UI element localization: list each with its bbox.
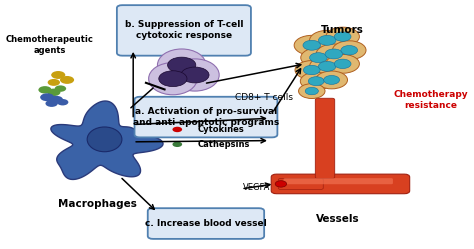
- Circle shape: [159, 71, 187, 87]
- Circle shape: [303, 40, 320, 50]
- FancyBboxPatch shape: [148, 208, 264, 239]
- Text: Tumors: Tumors: [321, 25, 364, 35]
- Text: CD8+ T cells: CD8+ T cells: [235, 93, 292, 102]
- Text: Vessels: Vessels: [317, 214, 360, 224]
- FancyBboxPatch shape: [135, 97, 277, 137]
- Circle shape: [48, 79, 60, 86]
- Circle shape: [310, 53, 327, 62]
- Circle shape: [316, 44, 351, 64]
- Circle shape: [57, 99, 68, 105]
- Circle shape: [310, 57, 345, 76]
- Text: Macrophages: Macrophages: [58, 199, 137, 209]
- Circle shape: [51, 71, 65, 79]
- FancyBboxPatch shape: [283, 178, 393, 184]
- Text: VEGFA: VEGFA: [243, 183, 270, 192]
- Circle shape: [60, 76, 74, 84]
- Circle shape: [301, 48, 336, 67]
- Circle shape: [55, 85, 66, 92]
- Polygon shape: [51, 101, 163, 180]
- Text: b. Suppression of T-cell
cytotoxic response: b. Suppression of T-cell cytotoxic respo…: [125, 20, 243, 40]
- Circle shape: [168, 57, 196, 73]
- Circle shape: [305, 87, 319, 95]
- Circle shape: [275, 181, 287, 187]
- FancyBboxPatch shape: [117, 5, 251, 56]
- Ellipse shape: [149, 62, 197, 95]
- Circle shape: [295, 61, 328, 79]
- Circle shape: [303, 65, 320, 75]
- Circle shape: [324, 75, 339, 84]
- Text: c. Increase blood vessel: c. Increase blood vessel: [145, 219, 267, 228]
- Circle shape: [47, 89, 61, 96]
- Circle shape: [308, 77, 324, 86]
- Circle shape: [181, 67, 209, 83]
- Circle shape: [332, 41, 366, 60]
- Circle shape: [38, 86, 52, 94]
- Circle shape: [294, 35, 329, 55]
- Ellipse shape: [157, 49, 206, 81]
- Circle shape: [173, 142, 182, 147]
- Circle shape: [334, 59, 351, 68]
- Circle shape: [341, 46, 358, 55]
- Circle shape: [46, 100, 58, 107]
- Circle shape: [319, 35, 336, 45]
- Circle shape: [316, 71, 347, 89]
- FancyBboxPatch shape: [271, 174, 410, 194]
- Circle shape: [325, 49, 343, 59]
- Circle shape: [301, 72, 332, 90]
- Text: a. Activation of pro-survival
and anti-apoptotic programs: a. Activation of pro-survival and anti-a…: [133, 107, 279, 127]
- Circle shape: [40, 93, 54, 101]
- FancyBboxPatch shape: [315, 98, 335, 179]
- Circle shape: [310, 30, 345, 50]
- Circle shape: [49, 96, 63, 104]
- Circle shape: [326, 27, 359, 46]
- Circle shape: [326, 55, 359, 73]
- Text: Cathepsins: Cathepsins: [197, 140, 249, 149]
- Text: Chemotherapeutic
agents: Chemotherapeutic agents: [6, 35, 93, 55]
- Circle shape: [173, 127, 182, 132]
- Circle shape: [334, 32, 351, 41]
- Ellipse shape: [87, 127, 122, 152]
- Circle shape: [319, 61, 336, 71]
- FancyBboxPatch shape: [278, 178, 323, 189]
- Text: Chemotherapy
resistance: Chemotherapy resistance: [393, 90, 468, 110]
- Ellipse shape: [171, 59, 219, 91]
- Circle shape: [299, 84, 325, 99]
- Text: Cytokines: Cytokines: [197, 125, 244, 134]
